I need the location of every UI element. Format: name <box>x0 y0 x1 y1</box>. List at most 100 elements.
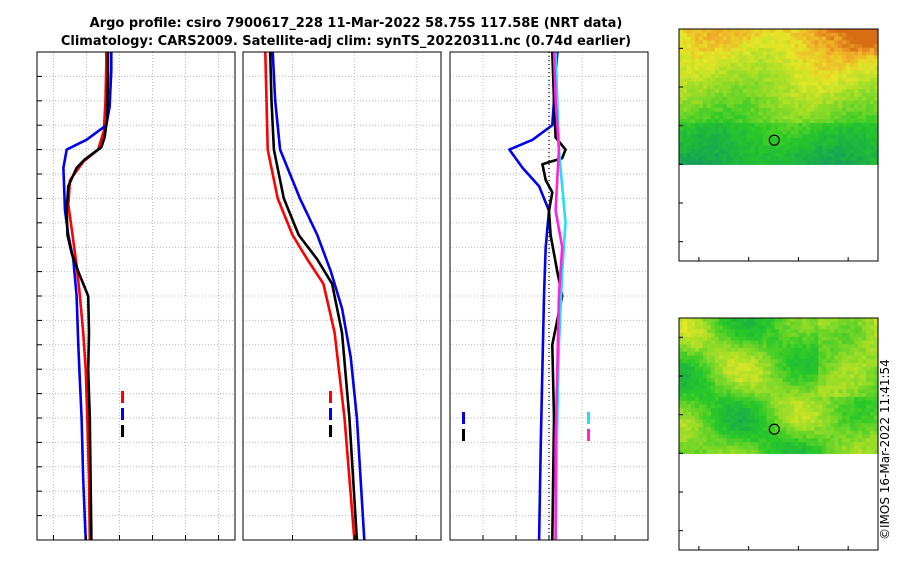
heatmap-cell <box>722 434 728 439</box>
heatmap-cell <box>754 47 760 53</box>
heatmap-cell <box>726 318 732 323</box>
heatmap-cell <box>682 415 688 421</box>
heatmap-cell <box>818 55 823 60</box>
heatmap-cell <box>766 318 772 323</box>
heatmap-cell <box>806 374 811 379</box>
heatmap-cell <box>754 55 760 60</box>
heatmap-cell <box>742 62 748 68</box>
heatmap-cell <box>854 36 859 41</box>
heatmap-cell <box>778 366 784 372</box>
heatmap-cell <box>730 396 736 402</box>
heatmap-cell <box>734 419 740 424</box>
heatmap-cell <box>838 333 843 338</box>
heatmap-cell <box>714 115 720 120</box>
heatmap-cell <box>734 36 740 41</box>
heatmap-cell <box>742 381 748 387</box>
heatmap-cell <box>862 336 867 342</box>
heatmap-cell <box>842 378 847 383</box>
heatmap-cell <box>706 138 712 143</box>
heatmap-cell <box>774 153 780 158</box>
heatmap-cell <box>842 59 847 64</box>
heatmap-cell <box>702 104 708 109</box>
heatmap-cell <box>766 434 772 439</box>
heatmap-cell <box>706 149 712 154</box>
heatmap-cell <box>810 374 815 379</box>
heatmap-cell <box>754 100 760 105</box>
heatmap-cell <box>818 423 823 428</box>
heatmap-cell <box>782 336 788 342</box>
heatmap-cell <box>766 404 772 409</box>
heatmap-cell <box>758 374 764 379</box>
heatmap-cell <box>718 333 724 338</box>
heatmap-cell <box>762 40 768 45</box>
heatmap-cell <box>702 77 708 83</box>
heatmap-cell <box>734 370 740 375</box>
heatmap-cell <box>694 96 700 102</box>
heatmap-cell <box>870 351 875 357</box>
heatmap-cell <box>870 329 875 334</box>
heatmap-cell <box>730 449 736 454</box>
heatmap-cell <box>866 66 871 71</box>
heatmap-cell <box>774 348 780 353</box>
heatmap-cell <box>718 396 724 402</box>
heatmap-cell <box>786 419 792 424</box>
heatmap-cell <box>834 351 839 357</box>
heatmap-cell <box>730 438 736 443</box>
heatmap-cell <box>750 36 756 41</box>
heatmap-cell <box>866 415 871 421</box>
heatmap-cell <box>714 415 720 421</box>
heatmap-cell <box>714 351 720 357</box>
heatmap-cell <box>734 100 740 105</box>
heatmap-cell <box>826 385 831 391</box>
heatmap-cell <box>718 378 724 383</box>
heatmap-cell <box>770 134 776 139</box>
heatmap-cell <box>834 385 839 391</box>
heatmap-cell <box>810 134 815 139</box>
heatmap-cell <box>690 351 696 357</box>
heatmap-cell <box>738 126 744 132</box>
heatmap-cell <box>826 411 831 417</box>
heatmap-cell <box>806 138 811 143</box>
heatmap-cell <box>846 374 851 379</box>
heatmap-cell <box>774 40 780 45</box>
heatmap-cell <box>806 321 811 327</box>
heatmap-cell <box>694 66 700 71</box>
heatmap-cell <box>782 404 788 409</box>
heatmap-cell <box>682 59 688 64</box>
heatmap-cell <box>738 355 744 360</box>
heatmap-cell <box>814 363 819 368</box>
heatmap-cell <box>679 29 684 34</box>
heatmap-cell <box>718 408 724 413</box>
heatmap-cell <box>802 153 807 158</box>
heatmap-cell <box>870 81 875 86</box>
heatmap-cell <box>822 348 827 353</box>
heatmap-cell <box>710 141 716 147</box>
heatmap-cell <box>706 408 712 413</box>
heatmap-cell <box>730 411 736 417</box>
heatmap-cell <box>778 442 784 447</box>
heatmap-cell <box>790 70 796 75</box>
heatmap-cell <box>766 442 772 447</box>
heatmap-cell <box>870 393 875 398</box>
heatmap-cell <box>706 427 712 432</box>
heatmap-cell <box>866 430 871 436</box>
heatmap-cell <box>802 44 807 49</box>
heatmap-cell <box>770 423 776 428</box>
heatmap-cell <box>746 363 752 368</box>
heatmap-cell <box>810 107 815 113</box>
heatmap-cell <box>830 321 835 327</box>
heatmap-cell <box>746 122 752 128</box>
heatmap-cell <box>810 329 815 334</box>
heatmap-cell <box>762 100 768 105</box>
heatmap-cell <box>778 374 784 379</box>
heatmap-cell <box>679 370 684 375</box>
heatmap-cell <box>826 119 831 124</box>
heatmap-cell <box>710 363 716 368</box>
heatmap-cell <box>762 404 768 409</box>
heatmap-cell <box>842 344 847 349</box>
heatmap-cell <box>870 449 875 454</box>
heatmap-cell <box>838 55 843 60</box>
heatmap-cell <box>846 62 851 68</box>
heatmap-cell <box>726 47 732 53</box>
heatmap-cell <box>822 44 827 49</box>
